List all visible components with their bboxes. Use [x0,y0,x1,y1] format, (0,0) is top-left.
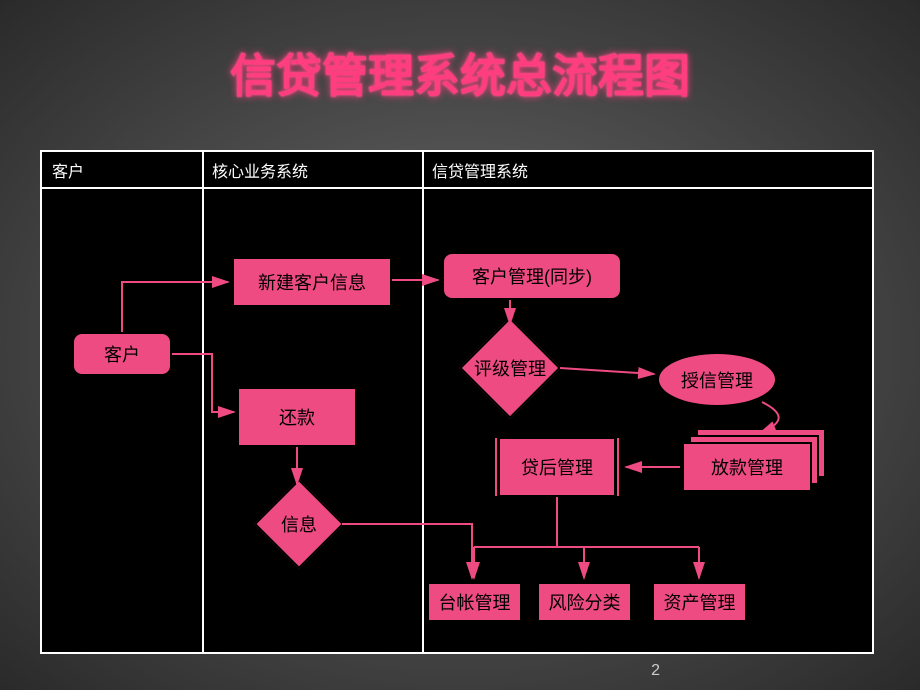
node-cust-mgmt: 客户管理(同步) [442,252,622,300]
node-info: 信息 [267,492,331,556]
col-divider-2 [422,152,424,652]
node-rating-label: 评级管理 [474,332,546,404]
node-post-loan: 贷后管理 [492,437,622,497]
node-credit: 授信管理 [657,352,777,407]
node-asset: 资产管理 [652,582,747,622]
node-info-label: 信息 [267,492,331,556]
page-number: 2 [651,662,660,680]
header-divider [42,187,872,189]
node-ledger: 台帐管理 [427,582,522,622]
node-loan: 放款管理 [682,442,812,492]
col-label-customer: 客户 [52,158,84,182]
node-customer: 客户 [72,332,172,376]
col-label-core: 核心业务系统 [212,158,308,182]
node-rating: 评级管理 [474,332,546,404]
node-new-customer: 新建客户信息 [232,257,392,307]
flowchart-frame: 客户 核心业务系统 信贷管理系统 客户 新建客户信息 还款 信息 客户管理(同步… [40,150,874,654]
col-divider-1 [202,152,204,652]
node-repay: 还款 [237,387,357,447]
page-title: 信贷管理系统总流程图 [0,40,920,106]
col-label-credit: 信贷管理系统 [432,158,528,182]
node-risk: 风险分类 [537,582,632,622]
